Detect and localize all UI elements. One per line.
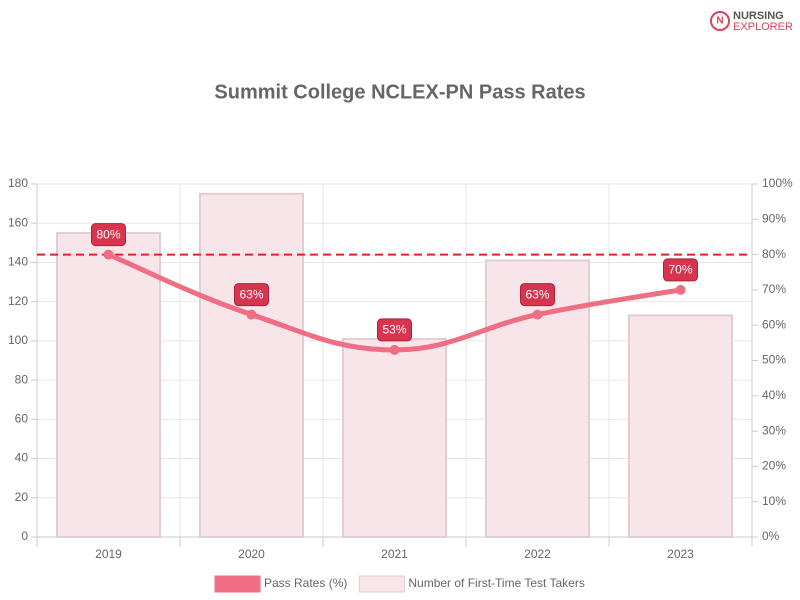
y-tick-label: 60 xyxy=(15,412,29,426)
value-label-box: 80% xyxy=(91,223,126,247)
value-label: 80% xyxy=(96,227,120,241)
y-tick-label: 160 xyxy=(8,215,28,229)
y-tick-label: 140 xyxy=(8,255,28,269)
y-tick-label: 100 xyxy=(8,333,28,347)
y-tick-label: 0 xyxy=(21,529,28,543)
x-tick-label: 2022 xyxy=(524,547,551,561)
point xyxy=(389,344,400,355)
y-tick-label: 120 xyxy=(8,294,28,308)
point xyxy=(246,309,257,320)
bar xyxy=(342,337,447,538)
legend-label: Number of First-Time Test Takers xyxy=(408,576,584,590)
logo-glyph: N xyxy=(716,16,723,27)
logo: N NURSING EXPLORER xyxy=(710,10,793,33)
y2-tick-label: 70% xyxy=(762,282,786,296)
y2-tick-label: 0% xyxy=(762,529,780,543)
chart-title: Summit College NCLEX-PN Pass Rates xyxy=(214,81,585,103)
logo-text: EXPLORER xyxy=(733,21,793,33)
legend-label: Pass Rates (%) xyxy=(264,576,347,590)
point xyxy=(103,249,114,260)
y-tick-label: 80 xyxy=(15,372,29,386)
bar xyxy=(628,314,733,538)
value-label-box: 63% xyxy=(234,283,269,307)
y2-tick-label: 30% xyxy=(762,423,786,437)
x-tick-label: 2021 xyxy=(381,547,408,561)
value-label-box: 53% xyxy=(377,318,412,342)
y2-tick-label: 40% xyxy=(762,388,786,402)
legend-swatch xyxy=(214,575,261,593)
value-label-bg xyxy=(663,258,698,282)
value-label-box: 70% xyxy=(663,258,698,282)
y2-tick-label: 50% xyxy=(762,353,786,367)
x-tick-label: 2023 xyxy=(667,547,694,561)
logo-text: NURSING xyxy=(733,10,784,22)
y2-tick-label: 90% xyxy=(762,211,786,225)
point xyxy=(675,284,686,295)
value-label-bg xyxy=(377,318,412,342)
value-label-box: 63% xyxy=(520,283,555,307)
y-tick-label: 40 xyxy=(15,451,29,465)
x-tick-label: 2019 xyxy=(95,547,122,561)
value-label: 53% xyxy=(382,323,406,337)
value-label-bg xyxy=(91,223,126,247)
y2-tick-label: 10% xyxy=(762,494,786,508)
bar xyxy=(199,192,304,539)
value-label: 63% xyxy=(239,287,263,301)
x-tick-label: 2020 xyxy=(238,547,265,561)
value-label: 70% xyxy=(668,263,692,277)
y-tick-label: 20 xyxy=(15,490,29,504)
y-tick-label: 180 xyxy=(8,176,28,190)
y2-tick-label: 80% xyxy=(762,247,786,261)
bar xyxy=(56,232,161,538)
value-label-bg xyxy=(520,283,555,307)
y2-tick-label: 100% xyxy=(762,176,793,190)
legend-swatch xyxy=(358,575,405,593)
y2-tick-label: 60% xyxy=(762,317,786,331)
value-label: 63% xyxy=(525,287,549,301)
value-label-bg xyxy=(234,283,269,307)
logo-icon xyxy=(710,11,730,31)
y2-tick-label: 20% xyxy=(762,459,786,473)
point xyxy=(532,309,543,320)
